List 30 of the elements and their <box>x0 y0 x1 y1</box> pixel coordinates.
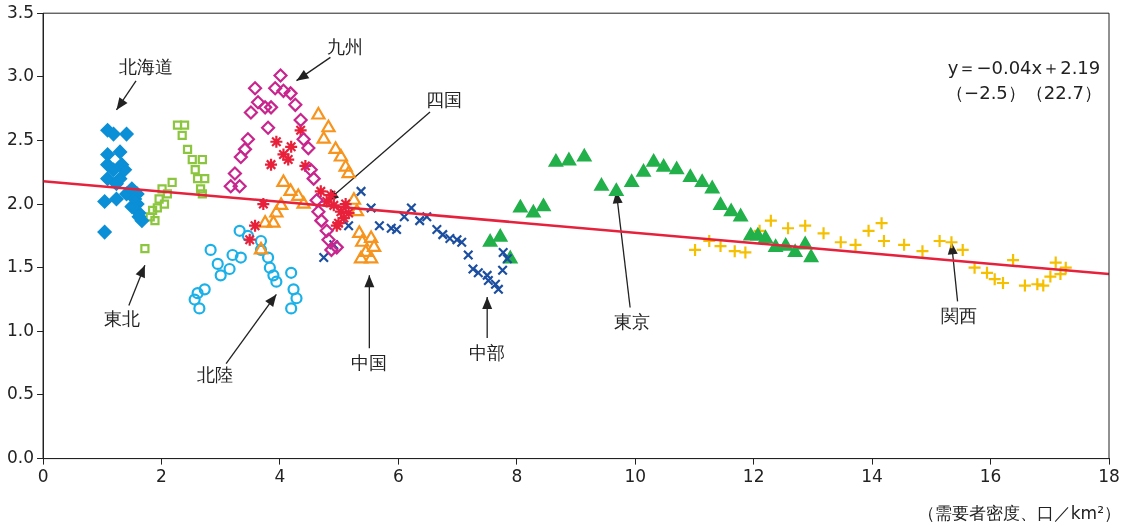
y-tick-label: 3.5 <box>6 1 35 22</box>
x-tick-label: 16 <box>979 466 1002 487</box>
annotation: 中国 <box>351 352 388 374</box>
y-tick-label: 1.0 <box>6 319 35 340</box>
x-tick-label: 10 <box>624 466 647 487</box>
x-tick-label: 4 <box>274 466 286 487</box>
x-tick-label: 8 <box>511 466 523 487</box>
annotation: y＝−0.04x＋2.19 <box>947 56 1101 78</box>
x-tick-label: 12 <box>742 466 765 487</box>
y-tick-label: 2.0 <box>6 192 35 213</box>
annotation: 東京 <box>614 311 651 333</box>
x-tick-label: 0 <box>37 466 49 487</box>
y-tick-label: 2.5 <box>6 128 35 149</box>
x-tick-label: 2 <box>156 466 167 487</box>
y-tick-label: 0.5 <box>6 383 35 404</box>
annotation: 北陸 <box>197 364 234 386</box>
annotation: 四国 <box>425 89 462 111</box>
x-axis-title: （需要者密度、口／km²） <box>917 503 1121 524</box>
x-tick-label: 6 <box>392 466 404 487</box>
y-tick-label: 0.0 <box>6 447 35 468</box>
annotation: 北海道 <box>119 55 174 77</box>
annotation: （−2.5）（22.7） <box>946 81 1102 103</box>
x-tick-label: 14 <box>861 466 883 487</box>
x-tick-label: 18 <box>1098 466 1120 487</box>
y-tick-label: 3.0 <box>6 65 35 86</box>
annotation: 関西 <box>941 304 978 326</box>
annotation: 中部 <box>469 341 506 363</box>
y-tick-label: 1.5 <box>6 256 35 277</box>
annotation: 東北 <box>103 307 140 329</box>
annotation: 九州 <box>327 36 364 58</box>
